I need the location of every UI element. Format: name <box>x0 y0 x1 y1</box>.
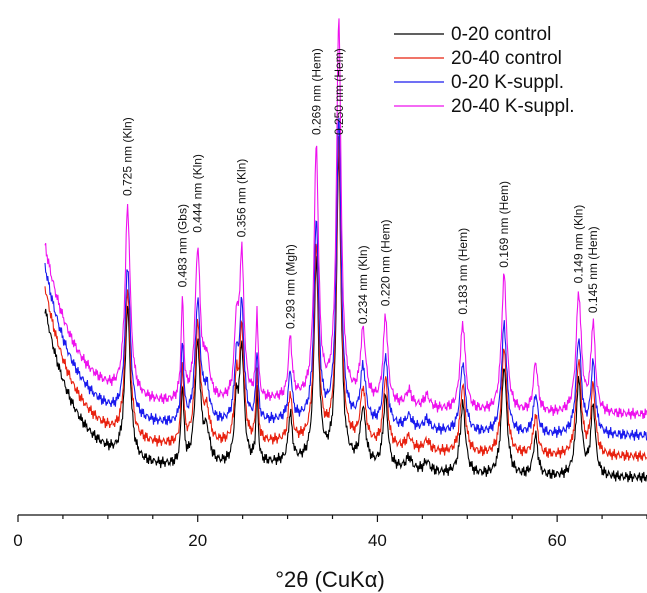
series-layer <box>44 18 647 483</box>
legend-label-2: 20-40 control <box>451 48 562 69</box>
x-tick-label: 0 <box>13 531 22 550</box>
x-axis-title: °2θ (CuKα) <box>275 567 385 592</box>
x-axis: 0 20 40 60 <box>13 514 647 550</box>
series-line-4 <box>44 18 647 420</box>
series-line-2 <box>44 136 647 462</box>
peak-label-8: 0.234 nm (Kln) <box>356 245 370 324</box>
peak-label-layer: 0.725 nm (Kln) 0.483 nm (Gbs)0.444 nm (Kl… <box>121 48 600 329</box>
series-line-3 <box>44 117 647 441</box>
x-tick-label: 60 <box>548 531 567 550</box>
legend-label-1: 0-20 control <box>451 24 551 45</box>
peak-label-9: 0.220 nm (Hem) <box>379 219 393 306</box>
peak-label-11: 0.169 nm (Hem) <box>497 181 511 268</box>
legend-label-4: 20-40 K-suppl. <box>451 96 575 117</box>
x-tick-label: 20 <box>188 531 207 550</box>
peak-label-12: 0.149 nm (Kln) <box>572 205 586 284</box>
legend-label-3: 0-20 K-suppl. <box>451 72 564 93</box>
peak-label-4: 0.356 nm (Kln) <box>235 159 249 238</box>
series-line-1 <box>44 155 647 483</box>
x-tick-label: 40 <box>368 531 387 550</box>
peak-label-3: 0.444 nm (Kln) <box>191 154 205 233</box>
peak-label-2: 0.483 nm (Gbs) <box>175 204 189 287</box>
peak-label-7: 0.250 nm (Hem) <box>332 48 346 135</box>
peak-label-5: 0.293 nm (Mgh) <box>283 244 297 329</box>
legend: 0-20 control 20-40 control 0-20 K-suppl. 20… <box>394 24 575 117</box>
peak-label-10: 0.183 nm (Hem) <box>456 228 470 315</box>
peak-label-6: 0.269 nm (Hem) <box>309 48 323 135</box>
peak-label-1: 0.725 nm (Kln) <box>121 117 135 196</box>
peak-label-13: 0.145 nm (Hem) <box>586 226 600 313</box>
